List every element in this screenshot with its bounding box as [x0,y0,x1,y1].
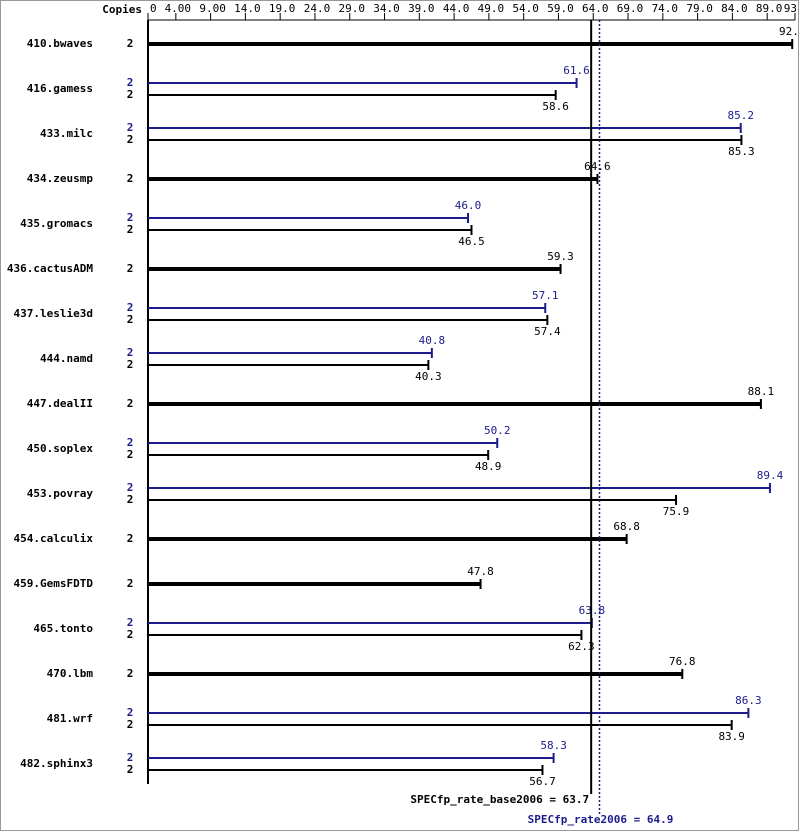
category-label: 465.tonto [33,622,93,635]
x-tick-label: 84.0 [721,2,748,15]
x-tick-label: 44.0 [443,2,470,15]
value-label: 40.3 [415,370,442,383]
category-label: 444.namd [40,352,93,365]
copies-label: 2 [127,763,134,776]
x-tick-label: 79.0 [686,2,713,15]
copies-label: 2 [127,346,134,359]
copies-label: 2 [127,133,134,146]
category-label: 482.sphinx3 [20,757,93,770]
copies-label: 2 [127,718,134,731]
copies-label: 2 [127,88,134,101]
x-tick-label: 64.0 [582,2,609,15]
x-tick-label: 59.0 [547,2,574,15]
category-label: 450.soplex [27,442,94,455]
x-tick-label: 54.0 [512,2,539,15]
x-tick-label: 74.0 [652,2,679,15]
x-tick-label: 9.00 [199,2,226,15]
value-label: 46.5 [458,235,485,248]
copies-label: 2 [127,577,134,590]
copies-label: 2 [127,397,134,410]
value-label: 86.3 [735,694,762,707]
copies-label: 2 [127,262,134,275]
copies-label: 2 [127,223,134,236]
value-label: 50.2 [484,424,511,437]
value-label: 46.0 [455,199,482,212]
copies-label: 2 [127,313,134,326]
copies-label: 2 [127,76,134,89]
value-label: 40.8 [419,334,446,347]
value-label: 48.9 [475,460,502,473]
x-tick-label: 29.0 [339,2,366,15]
x-tick-label: 4.00 [165,2,192,15]
value-label: 83.9 [718,730,745,743]
copies-label: 2 [127,706,134,719]
category-label: 453.povray [27,487,94,500]
category-label: 459.GemsFDTD [14,577,94,590]
x-tick-label: 0 [150,2,157,15]
copies-label: 2 [127,436,134,449]
copies-label: 2 [127,121,134,134]
x-tick-label: 24.0 [304,2,331,15]
value-label: 58.6 [542,100,569,113]
value-label: 92.6 [779,25,799,38]
copies-label: 2 [127,628,134,641]
value-label: 68.8 [613,520,640,533]
value-label: 76.8 [669,655,696,668]
x-tick-label: 34.0 [373,2,400,15]
value-label: 58.3 [540,739,567,752]
x-tick-label: 39.0 [408,2,435,15]
category-label: 416.gamess [27,82,93,95]
copies-label: 2 [127,616,134,629]
value-label: 62.3 [568,640,595,653]
value-label: 64.6 [584,160,611,173]
reference-label: SPECfp_rate2006 = 64.9 [528,813,674,826]
copies-label: 2 [127,493,134,506]
copies-label: 2 [127,37,134,50]
copies-label: 2 [127,448,134,461]
value-label: 56.7 [529,775,556,788]
category-label: 481.wrf [47,712,93,725]
value-label: 89.4 [757,469,784,482]
copies-label: 2 [127,532,134,545]
copies-header: Copies [102,3,142,16]
category-label: 436.cactusADM [7,262,93,275]
category-label: 447.dealII [27,397,93,410]
value-label: 88.1 [748,385,775,398]
x-tick-label: 69.0 [617,2,644,15]
value-label: 85.3 [728,145,755,158]
copies-label: 2 [127,211,134,224]
category-label: 434.zeusmp [27,172,94,185]
x-tick-label: 49.0 [478,2,505,15]
category-label: 454.calculix [14,532,94,545]
copies-label: 2 [127,172,134,185]
category-label: 437.leslie3d [14,307,93,320]
value-label: 61.6 [563,64,590,77]
value-label: 57.1 [532,289,559,302]
copies-label: 2 [127,301,134,314]
copies-label: 2 [127,751,134,764]
copies-label: 2 [127,481,134,494]
x-tick-label: 93.0 [784,2,799,15]
copies-label: 2 [127,667,134,680]
category-label: 410.bwaves [27,37,93,50]
value-label: 59.3 [547,250,574,263]
copies-label: 2 [127,358,134,371]
value-label: 47.8 [467,565,494,578]
value-label: 75.9 [663,505,690,518]
reference-label: SPECfp_rate_base2006 = 63.7 [410,793,589,806]
category-label: 435.gromacs [20,217,93,230]
category-label: 433.milc [40,127,93,140]
x-tick-label: 89.0 [756,2,783,15]
value-label: 57.4 [534,325,561,338]
value-label: 85.2 [727,109,754,122]
x-tick-label: 14.0 [234,2,261,15]
category-label: 470.lbm [47,667,94,680]
x-tick-label: 19.0 [269,2,296,15]
